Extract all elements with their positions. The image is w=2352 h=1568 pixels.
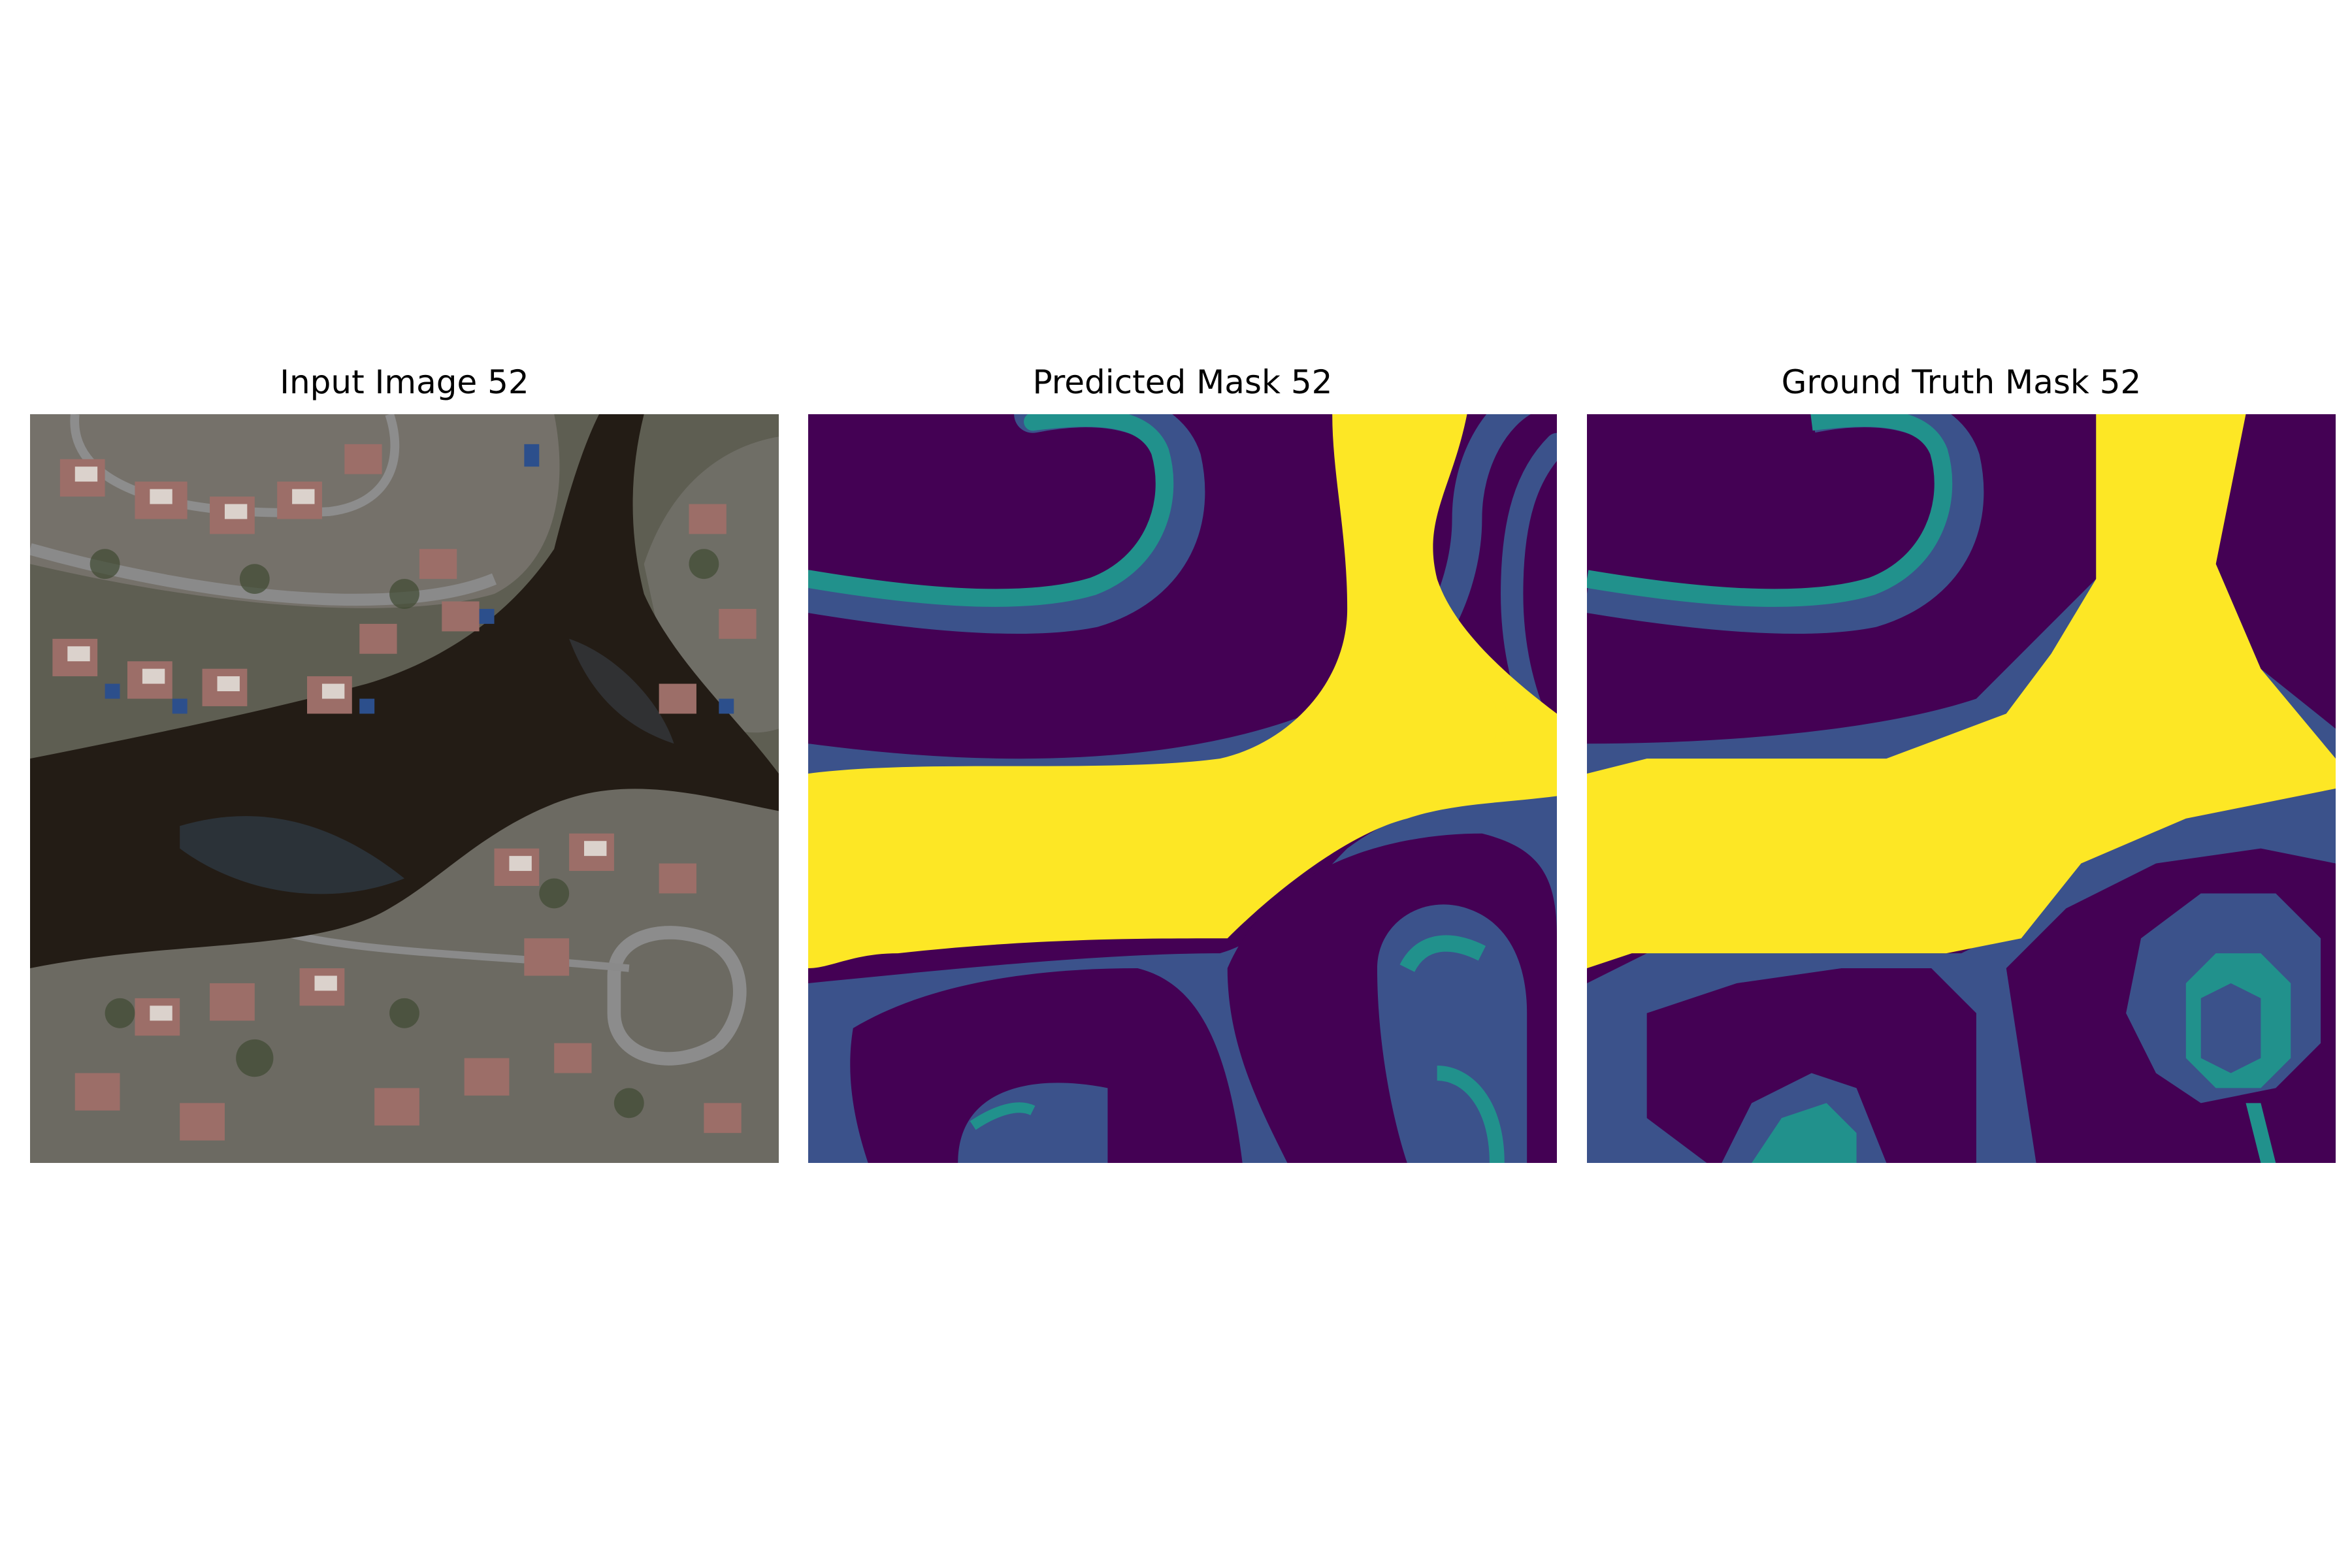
panel-title-predicted: Predicted Mask 52 [1032, 363, 1333, 401]
predicted-mask [808, 414, 1557, 1163]
panel-title-ground-truth: Ground Truth Mask 52 [1781, 363, 2142, 401]
ground-truth-mask [1587, 414, 2336, 1163]
panel-title-input: Input Image 52 [280, 363, 529, 401]
input-image [30, 414, 779, 1163]
